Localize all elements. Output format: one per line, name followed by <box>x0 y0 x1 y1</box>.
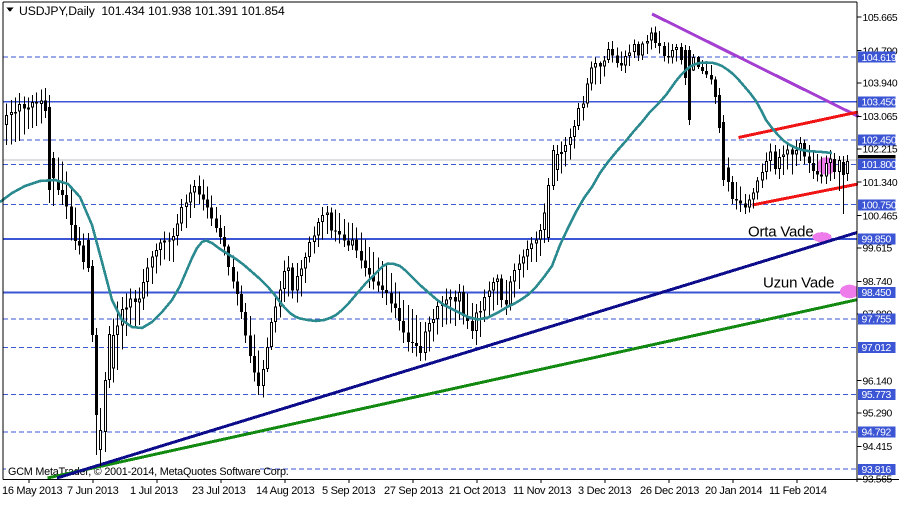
svg-text:21 Oct 2013: 21 Oct 2013 <box>449 485 506 497</box>
svg-text:94.792: 94.792 <box>862 428 892 439</box>
svg-text:94.415: 94.415 <box>863 442 893 453</box>
svg-text:99.850: 99.850 <box>862 235 892 246</box>
svg-text:96.140: 96.140 <box>863 376 893 387</box>
svg-text:105.665: 105.665 <box>863 13 898 24</box>
svg-text:26 Dec 2013: 26 Dec 2013 <box>640 485 699 497</box>
svg-text:Uzun Vade: Uzun Vade <box>763 274 834 291</box>
svg-text:20 Jan 2014: 20 Jan 2014 <box>705 485 762 497</box>
svg-text:1 Jul 2013: 1 Jul 2013 <box>130 485 178 497</box>
svg-text:USDJPY,Daily 101.434 101.938: USDJPY,Daily 101.434 101.938 101.391 101… <box>19 4 285 18</box>
svg-text:101.800: 101.800 <box>862 160 897 171</box>
svg-text:97.755: 97.755 <box>862 315 892 326</box>
svg-text:104.619: 104.619 <box>862 53 897 64</box>
svg-text:93.565: 93.565 <box>863 475 893 486</box>
svg-text:Orta Vade: Orta Vade <box>748 224 813 241</box>
svg-text:23 Jul 2013: 23 Jul 2013 <box>192 485 246 497</box>
svg-text:95.773: 95.773 <box>862 390 892 401</box>
svg-text:100.465: 100.465 <box>863 211 898 222</box>
svg-text:101.340: 101.340 <box>863 178 898 189</box>
svg-text:103.940: 103.940 <box>863 79 898 90</box>
svg-text:11 Nov 2013: 11 Nov 2013 <box>513 485 571 497</box>
svg-text:11 Feb 2014: 11 Feb 2014 <box>769 485 827 497</box>
svg-text:98.450: 98.450 <box>862 288 892 299</box>
svg-text:102.450: 102.450 <box>862 136 897 147</box>
svg-text:98.740: 98.740 <box>863 277 893 288</box>
svg-text:16 May 2013: 16 May 2013 <box>2 485 62 497</box>
svg-text:7 Jun 2013: 7 Jun 2013 <box>67 485 119 497</box>
svg-text:5 Sep 2013: 5 Sep 2013 <box>322 485 375 497</box>
svg-text:95.290: 95.290 <box>863 409 893 420</box>
svg-text:99.615: 99.615 <box>863 244 893 255</box>
svg-text:3 Dec 2013: 3 Dec 2013 <box>578 485 631 497</box>
svg-text:103.065: 103.065 <box>863 112 898 123</box>
svg-text:27 Sep 2013: 27 Sep 2013 <box>384 485 443 497</box>
svg-text:GCM MetaTrader, © 2001-2014, M: GCM MetaTrader, © 2001-2014, MetaQuotes … <box>8 466 289 478</box>
svg-text:103.450: 103.450 <box>862 97 897 108</box>
svg-text:102.215: 102.215 <box>863 145 898 156</box>
svg-text:97.012: 97.012 <box>862 343 892 354</box>
svg-text:14 Aug 2013: 14 Aug 2013 <box>256 485 315 497</box>
svg-text:93.816: 93.816 <box>862 465 892 476</box>
svg-text:100.750: 100.750 <box>862 200 897 211</box>
